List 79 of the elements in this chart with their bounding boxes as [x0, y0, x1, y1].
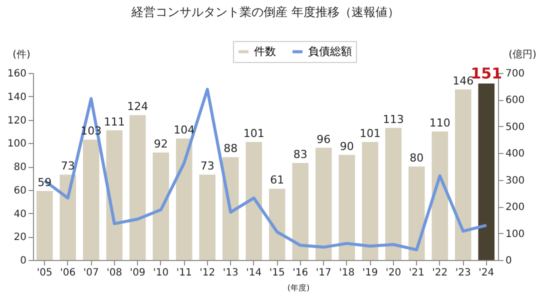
x-tick-label: '12: [200, 268, 216, 278]
data-label: 101: [360, 126, 381, 140]
x-tick-label: '16: [292, 268, 308, 278]
y2-tick-label: 200: [506, 202, 525, 214]
bar: [432, 131, 448, 260]
y-tick-label: 0: [20, 256, 26, 266]
legend-label: 負債総額: [308, 44, 352, 58]
bar: [454, 89, 472, 260]
y-tick-label: 140: [7, 92, 26, 103]
data-label: 111: [104, 115, 125, 128]
bar: [129, 115, 146, 260]
y2-axis-title: (億円): [508, 48, 536, 60]
bar: [246, 142, 262, 260]
bar: [36, 191, 53, 260]
bar: [292, 162, 309, 260]
y2-tick-label: 0: [506, 256, 512, 266]
bar: [222, 157, 239, 260]
y-tick-label: 120: [7, 115, 26, 126]
y2-tick-label: 400: [506, 148, 525, 160]
data-label: 101: [243, 126, 264, 140]
data-label: 73: [60, 160, 75, 173]
x-tick-label: '15: [269, 268, 285, 278]
bar: [385, 128, 402, 260]
bar: [152, 152, 170, 260]
data-label: 61: [270, 174, 284, 187]
x-tick-label: '17: [316, 268, 332, 278]
x-tick-label: '21: [408, 268, 424, 278]
y2-tick-label: 100: [506, 228, 525, 240]
y-tick-label: 100: [7, 138, 26, 150]
bar: [478, 84, 495, 260]
x-tick-label: '20: [386, 268, 402, 278]
x-tick-label: '23: [455, 268, 471, 278]
data-label: 73: [200, 160, 214, 173]
data-label: 110: [429, 116, 450, 130]
x-tick-label: '06: [60, 268, 76, 278]
bar: [268, 188, 286, 260]
x-tick-label: '14: [246, 268, 262, 278]
y-tick-label: 40: [14, 208, 26, 220]
x-tick-label: '07: [83, 268, 99, 278]
data-label: 113: [382, 112, 404, 126]
y2-tick-label: 600: [506, 95, 525, 106]
data-label: 92: [154, 137, 168, 150]
data-label: 88: [224, 142, 238, 156]
bar: [82, 140, 100, 260]
x-tick-label: '22: [432, 268, 448, 278]
x-tick-label: '24: [478, 268, 494, 278]
data-label: 90: [340, 140, 354, 153]
y2-tick-label: 700: [506, 68, 525, 80]
x-tick-label: '09: [130, 268, 146, 278]
x-tick-label: '05: [36, 268, 52, 278]
data-label: 146: [452, 74, 474, 88]
legend-label: 件数: [254, 44, 276, 58]
x-tick-label: '19: [362, 268, 378, 278]
data-label: 83: [293, 148, 308, 161]
y-tick-label: 160: [7, 68, 26, 80]
x-tick-label: '10: [153, 268, 169, 278]
bar: [199, 174, 216, 260]
bar: [408, 166, 425, 260]
y-tick-label: 20: [14, 232, 26, 244]
bar: [362, 142, 378, 260]
bar: [338, 154, 356, 260]
bar: [106, 130, 123, 260]
x-tick-label: '08: [106, 268, 122, 278]
y2-tick-label: 500: [506, 122, 525, 133]
x-tick-label: '13: [222, 268, 238, 278]
y-axis-title: (件): [12, 50, 30, 60]
x-tick-label: '11: [176, 268, 192, 278]
y2-tick-label: 300: [506, 175, 525, 186]
data-label: 124: [127, 100, 148, 114]
y-tick-label: 60: [14, 185, 26, 196]
data-label: 80: [410, 152, 424, 164]
chart-title: 経営コンサルタント業の倒産 年度推移（速報値）: [130, 5, 400, 19]
bar: [176, 138, 192, 260]
bar: [60, 174, 76, 260]
x-axis-title: (年度): [287, 284, 310, 292]
bar: [315, 148, 332, 260]
data-label: 96: [316, 132, 331, 146]
y-tick-label: 80: [14, 162, 26, 173]
x-tick-label: '18: [339, 268, 355, 278]
